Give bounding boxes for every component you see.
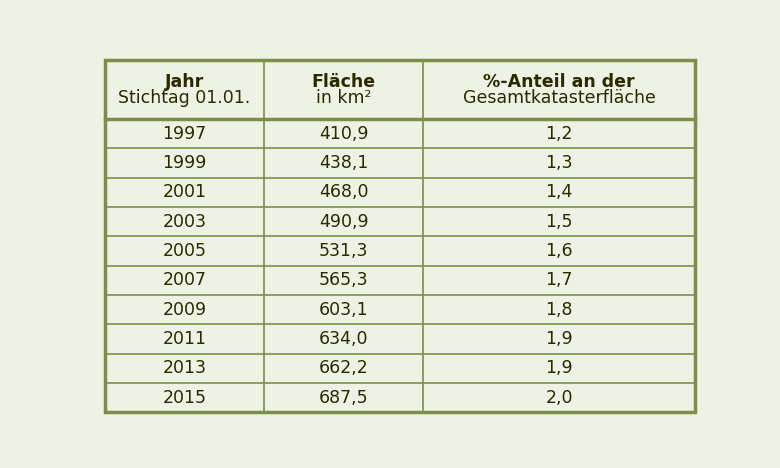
Text: 662,2: 662,2 (319, 359, 369, 377)
Text: Jahr: Jahr (165, 73, 204, 91)
Text: 490,9: 490,9 (319, 212, 368, 231)
Text: 531,3: 531,3 (319, 242, 368, 260)
Text: 1,3: 1,3 (545, 154, 573, 172)
Text: 2009: 2009 (162, 300, 207, 319)
Text: 2,0: 2,0 (545, 388, 573, 407)
Text: 1999: 1999 (162, 154, 207, 172)
Text: 1,9: 1,9 (545, 359, 573, 377)
Text: %-Anteil an der: %-Anteil an der (484, 73, 635, 91)
Text: 410,9: 410,9 (319, 125, 368, 143)
Text: 1,9: 1,9 (545, 330, 573, 348)
Text: 603,1: 603,1 (319, 300, 368, 319)
Text: 565,3: 565,3 (319, 271, 368, 289)
Text: 1,8: 1,8 (545, 300, 573, 319)
Text: 1,4: 1,4 (545, 183, 573, 201)
Text: 2003: 2003 (162, 212, 207, 231)
Text: 2015: 2015 (162, 388, 207, 407)
Text: 438,1: 438,1 (319, 154, 368, 172)
Text: 468,0: 468,0 (319, 183, 368, 201)
Text: 2007: 2007 (162, 271, 207, 289)
Text: 2001: 2001 (162, 183, 207, 201)
Text: 1,5: 1,5 (545, 212, 573, 231)
Text: 1997: 1997 (162, 125, 207, 143)
Text: 2013: 2013 (162, 359, 207, 377)
Text: 1,2: 1,2 (545, 125, 573, 143)
Text: 1,6: 1,6 (545, 242, 573, 260)
Text: 634,0: 634,0 (319, 330, 368, 348)
Text: Stichtag 01.01.: Stichtag 01.01. (119, 89, 250, 107)
Text: Gesamtkatasterfläche: Gesamtkatasterfläche (463, 89, 655, 107)
Text: 2005: 2005 (162, 242, 207, 260)
Text: in km²: in km² (316, 89, 371, 107)
Text: Fläche: Fläche (312, 73, 376, 91)
Text: 1,7: 1,7 (545, 271, 573, 289)
Text: 2011: 2011 (162, 330, 207, 348)
Text: 687,5: 687,5 (319, 388, 368, 407)
